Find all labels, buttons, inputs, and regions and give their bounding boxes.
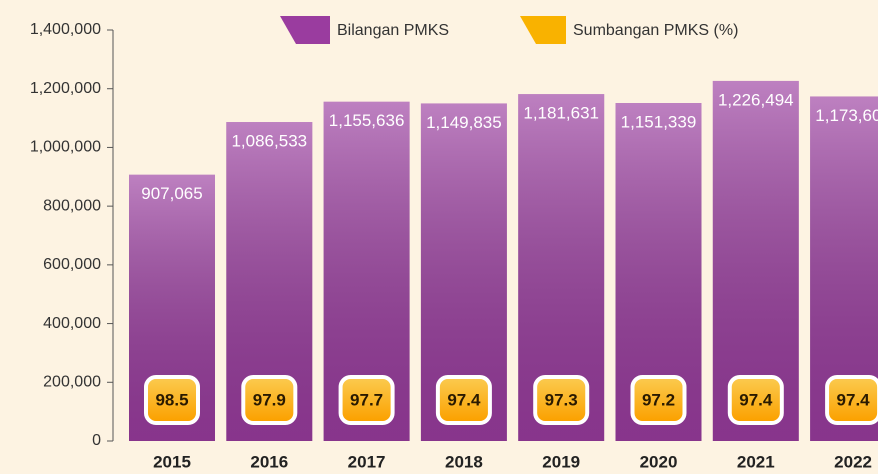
badge-shine xyxy=(731,379,780,421)
y-tick-label: 0 xyxy=(92,432,101,449)
value-label: 1,155,636 xyxy=(329,111,405,130)
y-tick-label: 200,000 xyxy=(43,374,101,391)
badge-label: 97.7 xyxy=(350,390,383,409)
x-tick-label: 2020 xyxy=(640,452,678,471)
x-tick-label: 2021 xyxy=(737,452,775,471)
badge-label: 97.2 xyxy=(642,390,675,409)
badge-label: 97.4 xyxy=(837,390,871,409)
value-label: 907,065 xyxy=(141,184,202,203)
badge-shine xyxy=(245,379,294,421)
badge-shine xyxy=(537,379,586,421)
y-tick-label: 800,000 xyxy=(43,197,101,214)
badge-shine xyxy=(439,379,488,421)
legend-swatch xyxy=(280,16,330,44)
x-tick-label: 2015 xyxy=(153,452,191,471)
legend-label: Sumbangan PMKS (%) xyxy=(573,22,738,39)
x-tick-label: 2019 xyxy=(542,452,580,471)
value-label: 1,173,601 xyxy=(815,106,878,125)
value-label: 1,149,835 xyxy=(426,113,502,132)
badge-label: 97.4 xyxy=(447,390,481,409)
y-tick-label: 600,000 xyxy=(43,256,101,273)
legend-swatch xyxy=(520,16,566,44)
x-tick-label: 2018 xyxy=(445,452,483,471)
badge-shine xyxy=(148,379,196,421)
y-tick-label: 1,000,000 xyxy=(30,139,101,156)
value-label: 1,151,339 xyxy=(621,112,697,131)
y-tick-label: 400,000 xyxy=(43,315,101,332)
badge-label: 98.5 xyxy=(155,390,188,409)
x-tick-label: 2016 xyxy=(250,452,288,471)
value-label: 1,181,631 xyxy=(523,104,599,123)
value-label: 1,086,533 xyxy=(231,132,307,151)
badge-shine xyxy=(829,379,878,421)
badge-shine xyxy=(342,379,391,421)
y-tick-label: 1,400,000 xyxy=(30,21,101,38)
x-tick-label: 2022 xyxy=(834,452,872,471)
legend-label: Bilangan PMKS xyxy=(337,22,449,39)
badge-label: 97.3 xyxy=(545,390,578,409)
badge-label: 97.4 xyxy=(739,390,773,409)
badge-label: 97.9 xyxy=(253,390,286,409)
y-tick-label: 1,200,000 xyxy=(30,80,101,97)
value-label: 1,226,494 xyxy=(718,90,794,109)
badge-shine xyxy=(634,379,683,421)
x-tick-label: 2017 xyxy=(348,452,386,471)
